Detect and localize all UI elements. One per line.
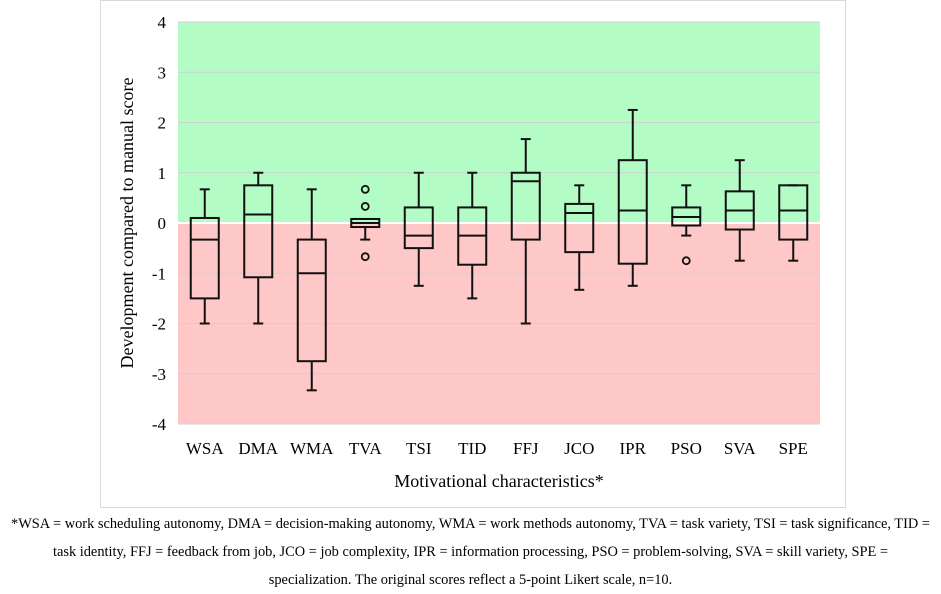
x-tick-label-dma: DMA (238, 439, 278, 458)
box-ipr (617, 159, 648, 265)
y-tick-label-0: 0 (158, 214, 167, 233)
box-spe (778, 184, 809, 241)
y-tick-label--2: -2 (152, 315, 166, 334)
y-tick-label-3: 3 (158, 63, 167, 82)
box-dma (243, 184, 274, 279)
chart-frame (100, 0, 846, 508)
box-jco (564, 202, 595, 254)
x-tick-label-wma: WMA (290, 439, 334, 458)
outlier-tva-0 (360, 184, 370, 194)
outlier-pso-0 (681, 256, 691, 266)
box-wma (296, 238, 327, 363)
box-tsi (403, 206, 434, 250)
x-tick-label-pso: PSO (671, 439, 702, 458)
y-axis-title: Development compared to manual score (117, 78, 137, 369)
x-tick-label-tid: TID (458, 439, 486, 458)
y-tick-label-2: 2 (158, 114, 167, 133)
x-tick-label-jco: JCO (564, 439, 594, 458)
y-tick-label--3: -3 (152, 365, 166, 384)
box-wsa (189, 216, 220, 300)
x-axis-title: Motivational characteristics* (394, 471, 603, 491)
outlier-tva-2 (360, 252, 370, 262)
footnote: *WSA = work scheduling autonomy, DMA = d… (11, 516, 930, 588)
y-tick-label--4: -4 (152, 415, 167, 434)
x-tick-label-spe: SPE (779, 439, 808, 458)
box-ffj (510, 171, 541, 241)
x-tick-label-ipr: IPR (620, 439, 647, 458)
x-tick-label-sva: SVA (724, 439, 757, 458)
y-tick-label-4: 4 (158, 13, 167, 32)
x-tick-label-wsa: WSA (186, 439, 225, 458)
y-tick-label-1: 1 (158, 164, 167, 183)
x-tick-label-tva: TVA (349, 439, 382, 458)
x-tick-label-tsi: TSI (406, 439, 432, 458)
outlier-tva-1 (360, 202, 370, 211)
boxplot-chart: -4 -3 -2 -1 0 1 2 3 4 WSA DMA WMA TVA TSI TID FFJ JCO IPR… (117, 13, 820, 491)
y-tick-label--1: -1 (152, 264, 166, 283)
x-tick-label-ffj: FFJ (513, 439, 539, 458)
